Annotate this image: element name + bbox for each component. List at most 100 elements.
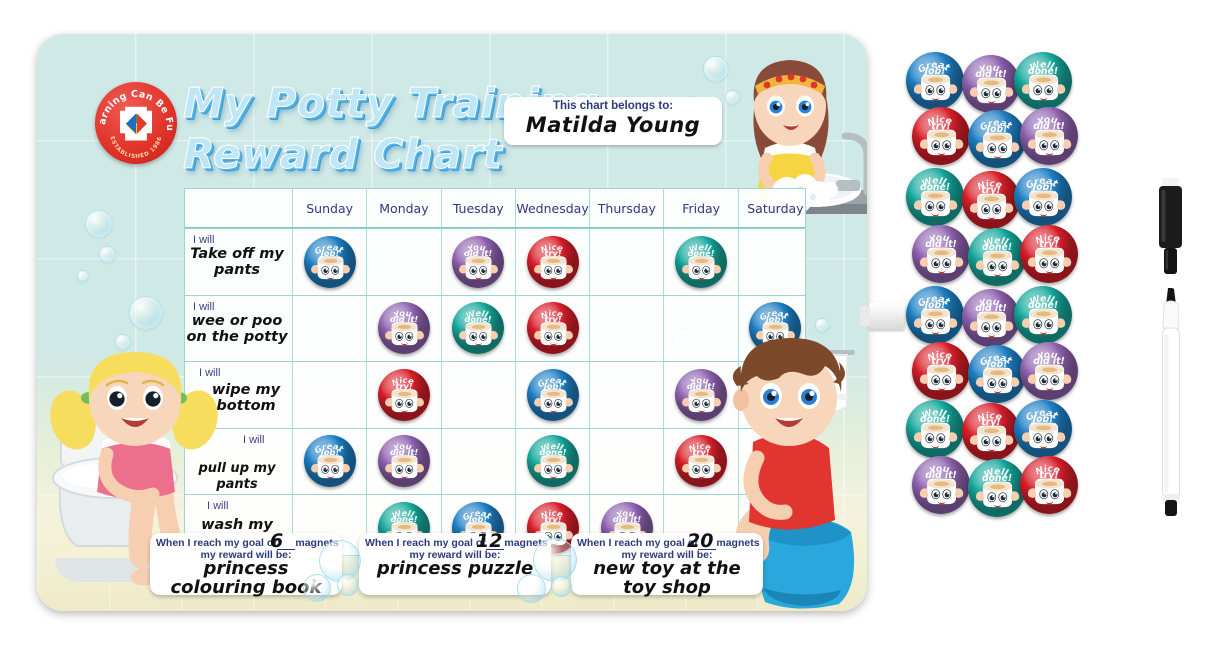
svg-text:done!: done!	[920, 414, 950, 425]
chart-cell-filled[interactable]: Well done!	[663, 229, 737, 295]
tray-magnet-well-done[interactable]: Well done!	[906, 400, 964, 458]
water-droplet-icon	[99, 246, 116, 263]
chart-cell-filled[interactable]: You did it!	[440, 229, 515, 295]
goal-3-line2: my reward will be:	[621, 549, 713, 561]
chart-cell-empty[interactable]	[663, 295, 737, 361]
tray-magnet-well-done[interactable]: Well done!	[906, 168, 964, 226]
chart-owner-value[interactable]: Matilda Young	[525, 113, 701, 137]
chart-cell-filled[interactable]: Nice try!	[514, 295, 589, 361]
magnet-you-did-it[interactable]: You did it!	[377, 302, 430, 355]
svg-text:You: You	[466, 241, 487, 253]
svg-text:try!: try!	[544, 248, 561, 258]
magnet-nice-try[interactable]: Nice try!	[675, 435, 728, 488]
chart-cell-filled[interactable]: Well done!	[514, 428, 589, 494]
magnet-well-done[interactable]: Well done!	[675, 235, 728, 288]
magnet-nice-try[interactable]: Nice try!	[377, 368, 430, 421]
chart-cell-filled[interactable]: Nice try!	[663, 428, 737, 494]
chart-cell-filled[interactable]: You did it!	[366, 295, 440, 361]
tray-magnet-well-done[interactable]: Well done!	[1014, 286, 1072, 344]
boy-on-potty-illustration	[697, 330, 867, 611]
water-droplet-icon	[725, 90, 740, 105]
magnet-great-job[interactable]: Great Job!	[303, 235, 356, 288]
chart-cell-filled[interactable]: Great Job!	[292, 229, 366, 295]
tray-magnet-great-job[interactable]: Great Job!	[968, 345, 1026, 403]
chart-cell-empty[interactable]	[589, 362, 663, 428]
tray-magnet-nice-try[interactable]: Nice try!	[912, 342, 970, 400]
chart-cell-empty[interactable]	[440, 362, 515, 428]
tray-magnet-great-job[interactable]: Great Job!	[1014, 400, 1072, 458]
svg-text:Nice: Nice	[926, 349, 954, 363]
magnet-well-done[interactable]: Well done!	[452, 302, 505, 355]
goal-2-reward: princess puzzle	[376, 558, 534, 579]
chart-cell-filled[interactable]: Great Job!	[514, 362, 589, 428]
svg-text:Job!: Job!	[985, 359, 1008, 370]
chart-cell-filled[interactable]: Nice try!	[366, 362, 440, 428]
svg-text:did it!: did it!	[925, 239, 957, 250]
svg-text:done!: done!	[920, 182, 950, 193]
chart-cell-empty[interactable]	[292, 495, 366, 561]
chart-cell-empty[interactable]	[366, 229, 440, 295]
task-text: pull up my pants	[198, 460, 276, 492]
chart-cell-filled[interactable]: Well done!	[440, 295, 515, 361]
tray-magnet-great-job[interactable]: Great Job!	[906, 286, 964, 344]
svg-text:did it!: did it!	[390, 314, 418, 324]
tray-magnet-nice-try[interactable]: Nice try!	[1020, 225, 1078, 283]
chart-cell-filled[interactable]: You did it!	[663, 362, 737, 428]
tray-magnet-well-done[interactable]: Well done!	[1014, 52, 1072, 110]
tray-magnet-nice-try[interactable]: Nice try!	[962, 171, 1020, 229]
magnet-well-done[interactable]: Well done!	[526, 435, 579, 488]
whiteboard-marker[interactable]	[1160, 287, 1182, 518]
tray-magnet-nice-try[interactable]: Nice try!	[1020, 456, 1078, 514]
chart-owner-name-field[interactable]: This chart belongs to: Matilda Young	[504, 97, 722, 145]
tray-magnet-you-did-it[interactable]: You did it!	[1020, 342, 1078, 400]
marker-cap[interactable]	[1158, 178, 1183, 286]
chart-cell-empty[interactable]	[440, 428, 515, 494]
tray-magnet-nice-try[interactable]: Nice try!	[912, 107, 970, 165]
tray-magnet-you-did-it[interactable]: You did it!	[912, 225, 970, 283]
task-label-cell-4: I will pull up my pants	[185, 429, 292, 495]
goal-box-3[interactable]: When I reach my goal of magnets 20 my re…	[571, 530, 763, 597]
chart-cell-filled[interactable]: You did it!	[366, 428, 440, 494]
svg-text:Nice: Nice	[538, 308, 564, 321]
svg-text:You: You	[1036, 349, 1059, 363]
chart-cell-empty[interactable]	[737, 428, 812, 494]
chart-cell-empty[interactable]	[663, 495, 737, 561]
tray-magnet-great-job[interactable]: Great Job!	[1014, 168, 1072, 226]
tray-magnet-well-done[interactable]: Well done!	[968, 228, 1026, 286]
magnet-nice-try[interactable]: Nice try!	[526, 302, 579, 355]
table-row: I will pull up my pants	[185, 427, 805, 495]
tray-magnet-you-did-it[interactable]: You did it!	[962, 289, 1020, 347]
header-cell-task	[185, 189, 292, 227]
chart-cell-empty[interactable]	[292, 362, 366, 428]
magnet-you-did-it[interactable]: You did it!	[452, 235, 505, 288]
header-cell-tuesday: Tuesday	[440, 189, 515, 227]
tray-magnet-great-job[interactable]: Great Job!	[906, 52, 964, 110]
tray-magnet-nice-try[interactable]: Nice try!	[962, 403, 1020, 461]
svg-text:done!: done!	[1028, 300, 1058, 311]
magnet-you-did-it[interactable]: You did it!	[377, 435, 430, 488]
magnet-nice-try[interactable]: Nice try!	[526, 235, 579, 288]
chart-cell-empty[interactable]	[589, 295, 663, 361]
tray-magnet-well-done[interactable]: Well done!	[968, 459, 1026, 517]
goal-3-line1: When I reach my goal of magnets	[577, 537, 760, 550]
magnet-you-did-it[interactable]: You did it!	[675, 368, 728, 421]
tray-magnet-you-did-it[interactable]: You did it!	[912, 456, 970, 514]
board-hanging-clip[interactable]	[860, 302, 905, 330]
chart-cell-empty[interactable]	[292, 295, 366, 361]
svg-text:Nice: Nice	[390, 375, 416, 388]
water-droplet-icon	[77, 270, 89, 282]
svg-text:You: You	[392, 308, 413, 320]
chart-cell-empty[interactable]	[737, 229, 812, 295]
chart-cell-filled[interactable]: Nice try!	[514, 229, 589, 295]
tray-magnet-you-did-it[interactable]: You did it!	[1020, 107, 1078, 165]
tray-magnet-great-job[interactable]: Great Job!	[968, 110, 1026, 168]
chart-cell-empty[interactable]	[589, 229, 663, 295]
header-cell-monday: Monday	[366, 189, 440, 227]
magnet-great-job[interactable]: Great Job!	[303, 435, 356, 488]
tray-magnet-you-did-it[interactable]: You did it!	[962, 55, 1020, 113]
svg-text:You: You	[615, 507, 636, 519]
chart-cell-empty[interactable]	[589, 428, 663, 494]
chart-cell-filled[interactable]: Great Job!	[292, 428, 366, 494]
goal-box-2[interactable]: When I reach my goal of magnets 12 my re…	[359, 530, 551, 595]
magnet-great-job[interactable]: Great Job!	[526, 368, 579, 421]
